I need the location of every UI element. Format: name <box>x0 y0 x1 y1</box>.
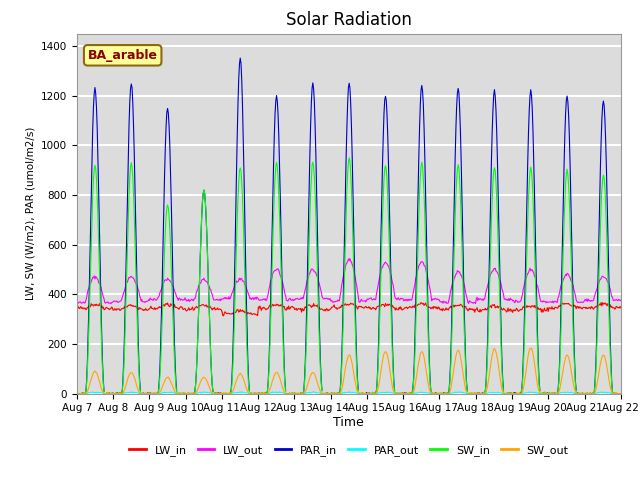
PAR_in <box>223 391 231 396</box>
PAR_out <box>223 390 230 396</box>
SW_in <box>73 391 81 396</box>
LW_out <box>83 295 90 300</box>
LW_in <box>223 311 231 316</box>
SW_in <box>195 309 202 314</box>
PAR_out <box>139 391 147 396</box>
Line: LW_out: LW_out <box>77 259 621 304</box>
PAR_out <box>431 391 439 396</box>
LW_out <box>223 295 231 301</box>
PAR_out <box>83 390 90 396</box>
PAR_in <box>83 378 90 384</box>
SW_out <box>83 390 90 396</box>
LW_in <box>416 301 424 307</box>
LW_out <box>346 256 354 262</box>
PAR_out <box>194 390 202 396</box>
LW_out <box>617 298 625 303</box>
LW_out <box>433 296 440 302</box>
LW_in <box>139 307 147 312</box>
PAR_in <box>416 125 424 131</box>
LW_out <box>107 301 115 307</box>
LW_in <box>194 305 202 311</box>
SW_in <box>140 391 147 396</box>
PAR_out <box>73 391 81 396</box>
PAR_out <box>617 391 625 396</box>
LW_out <box>140 299 147 305</box>
LW_in <box>617 305 625 311</box>
SW_out <box>223 391 231 396</box>
Legend: LW_in, LW_out, PAR_in, PAR_out, SW_in, SW_out: LW_in, LW_out, PAR_in, PAR_out, SW_in, S… <box>125 440 573 460</box>
SW_out <box>431 391 439 396</box>
SW_in <box>223 390 231 396</box>
SW_out <box>617 391 625 396</box>
SW_in <box>416 191 424 196</box>
SW_in <box>617 391 625 396</box>
PAR_in <box>617 391 625 396</box>
Text: BA_arable: BA_arable <box>88 49 157 62</box>
LW_in <box>73 305 81 311</box>
Line: PAR_out: PAR_out <box>77 392 621 394</box>
PAR_out <box>269 389 276 395</box>
PAR_in <box>140 390 147 396</box>
SW_in <box>83 381 90 386</box>
Line: PAR_in: PAR_in <box>77 58 621 394</box>
Line: SW_in: SW_in <box>77 158 621 394</box>
LW_in <box>417 300 425 305</box>
SW_out <box>140 391 147 396</box>
SW_out <box>416 354 424 360</box>
PAR_in <box>431 390 439 396</box>
LW_in <box>83 306 90 312</box>
LW_out <box>73 300 81 305</box>
Line: SW_out: SW_out <box>77 348 621 394</box>
X-axis label: Time: Time <box>333 416 364 429</box>
PAR_in <box>73 391 81 396</box>
SW_in <box>431 391 439 396</box>
PAR_in <box>195 309 202 314</box>
LW_in <box>220 313 227 319</box>
PAR_out <box>416 390 424 396</box>
LW_out <box>417 261 424 266</box>
LW_in <box>433 306 440 312</box>
SW_out <box>195 384 202 390</box>
LW_out <box>195 283 202 289</box>
Y-axis label: LW, SW (W/m2), PAR (umol/m2/s): LW, SW (W/m2), PAR (umol/m2/s) <box>25 127 35 300</box>
SW_out <box>73 391 81 396</box>
Line: LW_in: LW_in <box>77 302 621 316</box>
Title: Solar Radiation: Solar Radiation <box>286 11 412 29</box>
